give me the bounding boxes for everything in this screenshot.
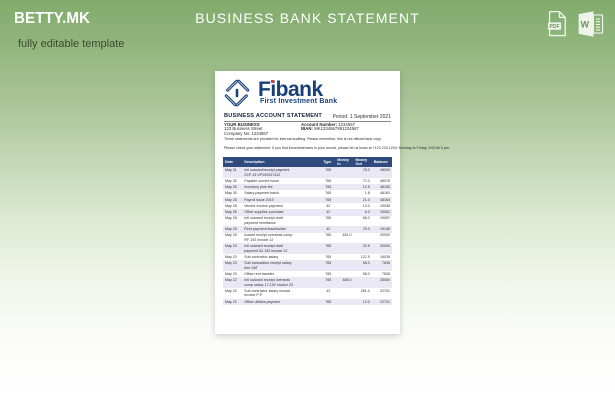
svg-text:PDF: PDF [549, 24, 559, 30]
svg-text:W: W [581, 19, 590, 29]
